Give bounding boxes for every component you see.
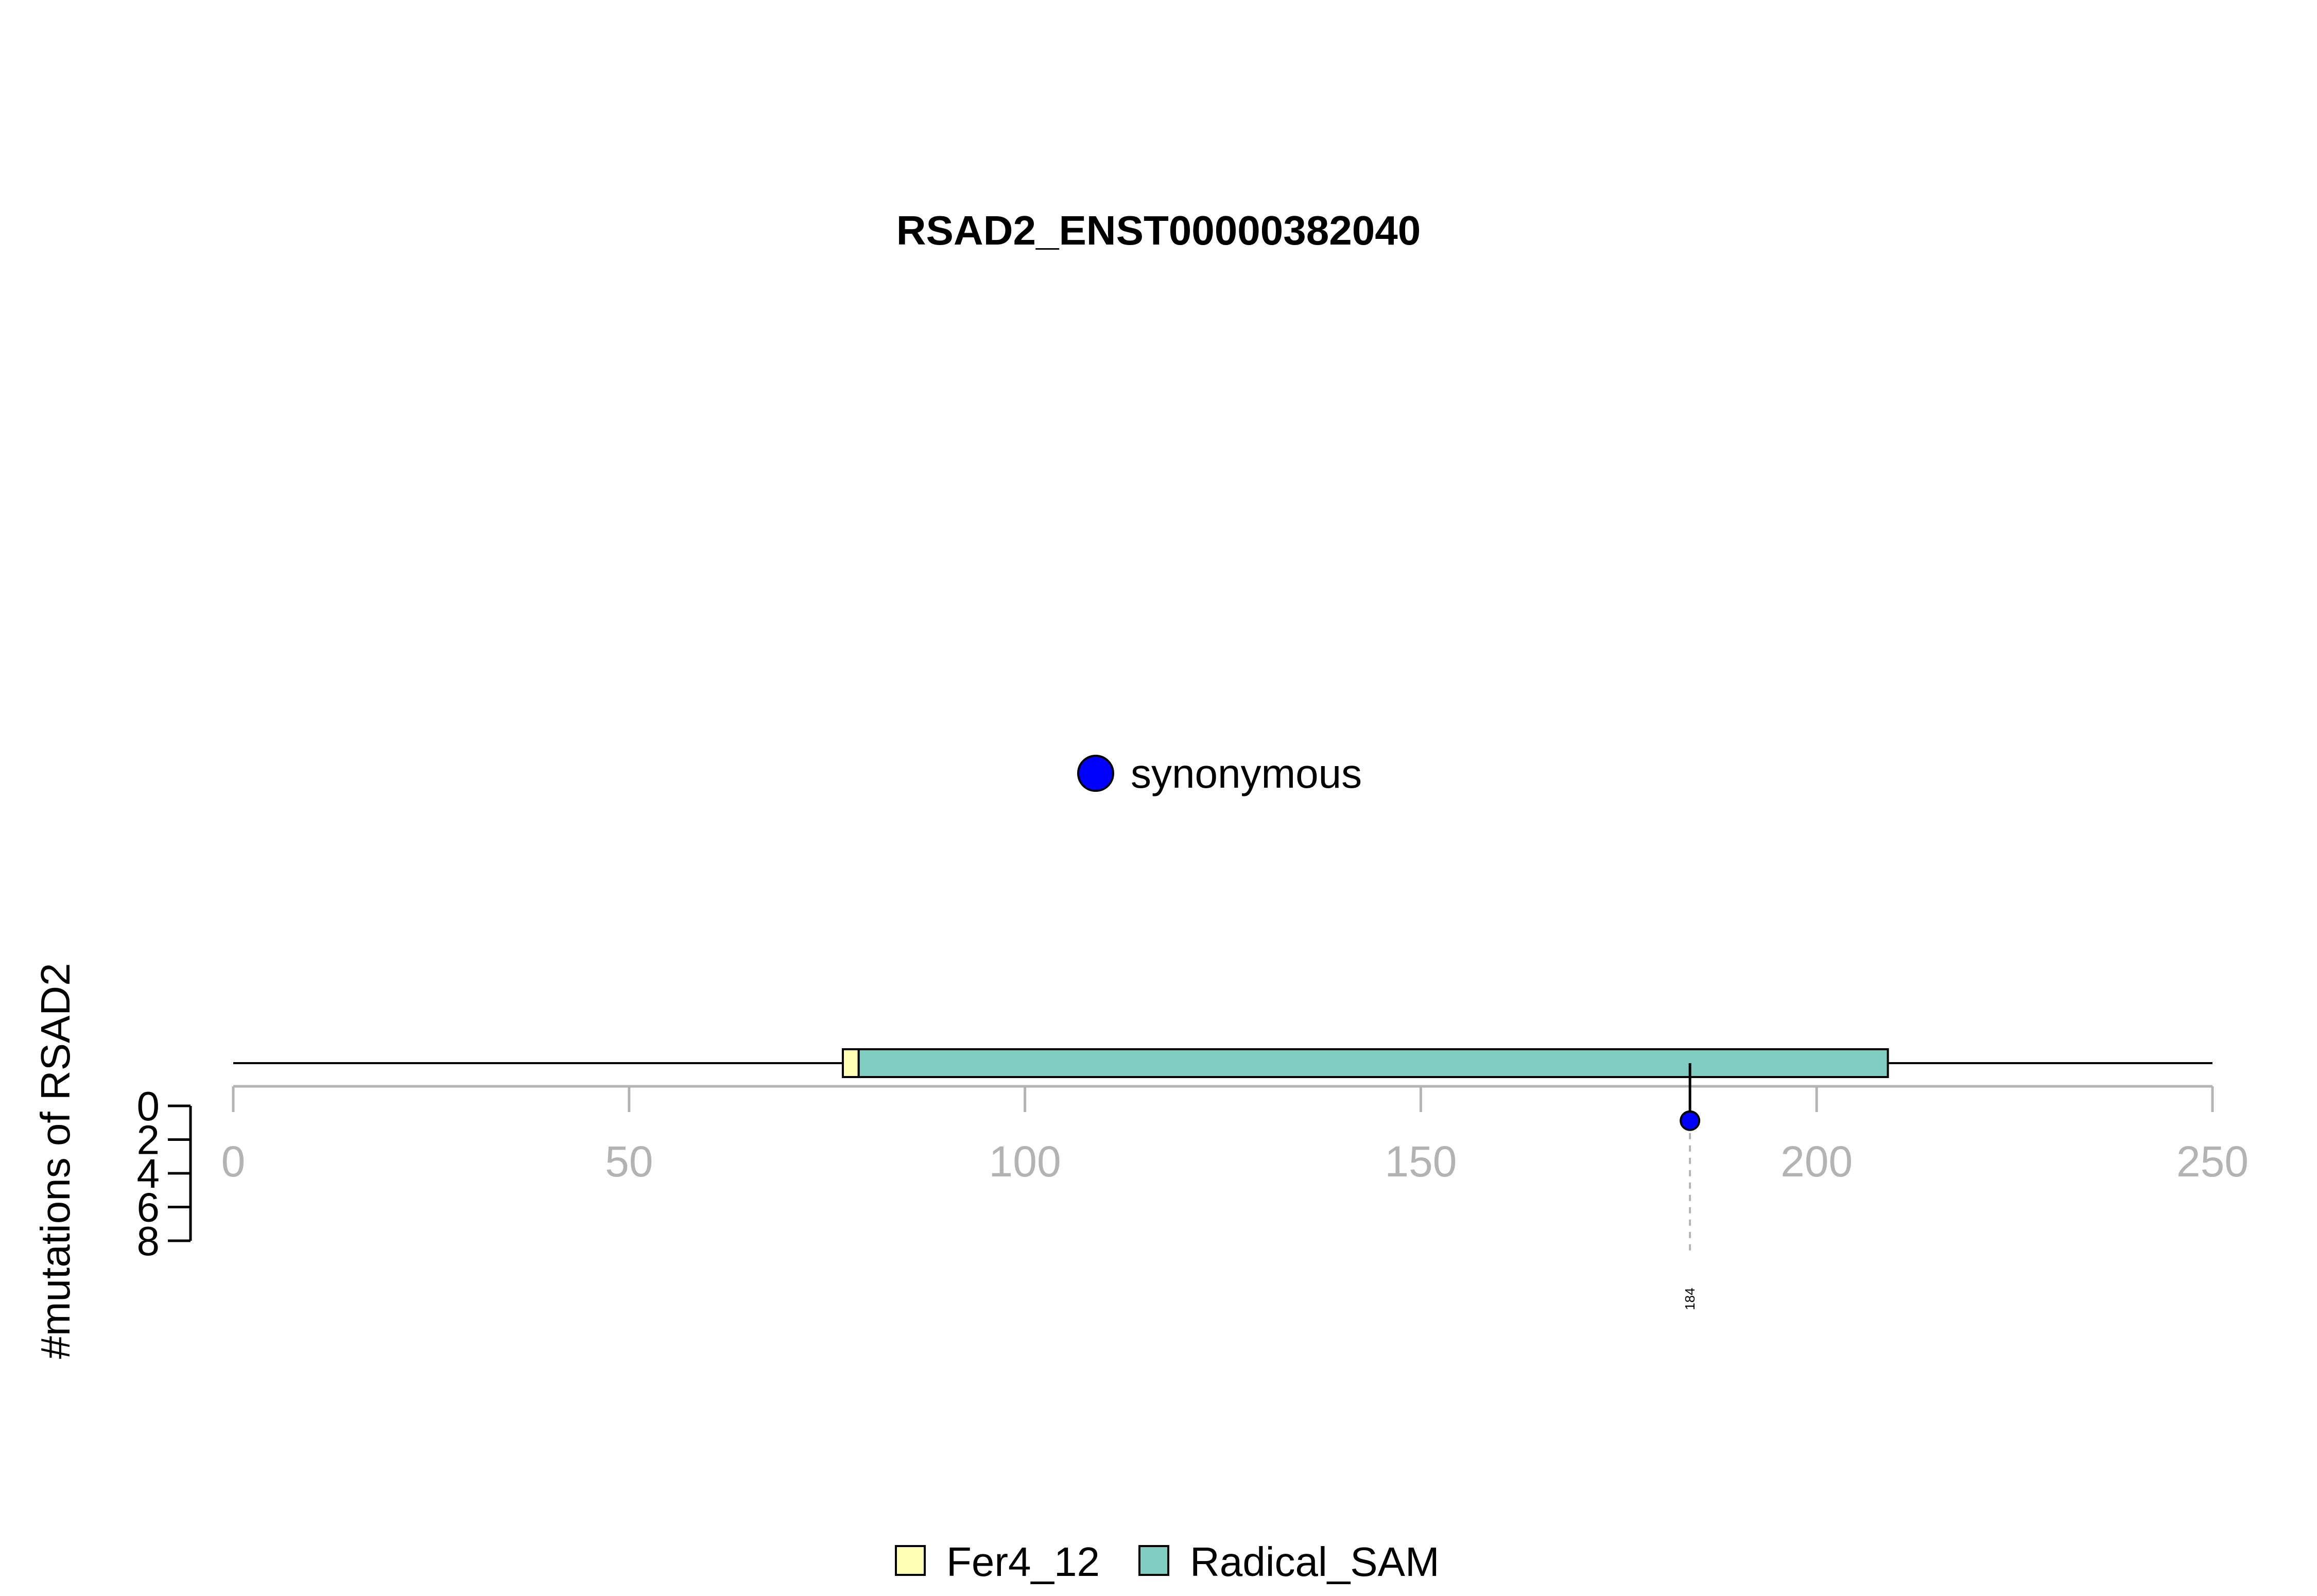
mutation-point-184	[1680, 1110, 1701, 1131]
y-tick-label-6: 6	[137, 1185, 160, 1230]
domain-Radical_SAM	[857, 1048, 1889, 1078]
y-tick-label-4: 4	[137, 1151, 160, 1196]
legend-label-Radical_SAM: Radical_SAM	[1190, 1539, 1440, 1585]
y-tick-label-8: 8	[137, 1218, 160, 1264]
legend-label-synonymous: synonymous	[1131, 751, 1362, 796]
x-tick-label-150: 150	[1385, 1137, 1457, 1186]
chart-title: RSAD2_ENST00000382040	[896, 207, 1421, 253]
y-tick-label-0: 0	[137, 1083, 160, 1129]
mutation-markers: 184	[1680, 1063, 1701, 1310]
legend-swatch-Fer4_12	[895, 1545, 926, 1576]
x-tick-label-250: 250	[2176, 1137, 2249, 1186]
legend-marker-synonymous	[1077, 755, 1114, 792]
x-tick-label-100: 100	[989, 1137, 1061, 1186]
legend-label-Fer4_12: Fer4_12	[946, 1539, 1100, 1585]
legend-swatch-Radical_SAM	[1138, 1545, 1169, 1576]
mutation-legend: synonymous	[1077, 751, 1362, 796]
y-axis-label: #mutations of RSAD2	[32, 963, 78, 1359]
x-axis: 0 50 100 150 200 250	[221, 1085, 2249, 1186]
protein-track	[233, 1048, 2212, 1078]
domain-legend: Fer4_12 Radical_SAM	[895, 1539, 1440, 1585]
x-tick-label-0: 0	[221, 1137, 246, 1186]
x-tick-label-200: 200	[1780, 1137, 1853, 1186]
mutation-label-184: 184	[1682, 1288, 1698, 1310]
domain-Fer4_12	[841, 1048, 860, 1078]
y-tick-label-2: 2	[137, 1117, 160, 1163]
x-tick-label-50: 50	[605, 1137, 653, 1186]
